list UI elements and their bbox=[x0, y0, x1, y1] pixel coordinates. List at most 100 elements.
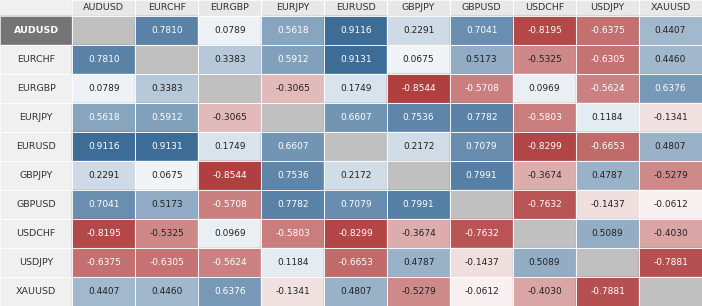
Bar bbox=[450, 103, 513, 132]
Bar bbox=[199, 219, 261, 248]
Text: -0.6375: -0.6375 bbox=[86, 258, 121, 267]
Bar bbox=[639, 45, 702, 74]
Text: 0.7991: 0.7991 bbox=[403, 200, 435, 209]
Text: -0.6375: -0.6375 bbox=[590, 26, 625, 35]
Bar bbox=[324, 190, 388, 219]
Bar bbox=[261, 161, 324, 190]
Bar bbox=[388, 74, 450, 103]
Text: EURCHF: EURCHF bbox=[148, 3, 186, 13]
Bar bbox=[324, 132, 388, 161]
Bar bbox=[199, 16, 261, 45]
Bar bbox=[450, 16, 513, 45]
Bar bbox=[135, 0, 199, 16]
Bar bbox=[513, 103, 576, 132]
Bar bbox=[576, 132, 639, 161]
Bar bbox=[639, 103, 702, 132]
Bar bbox=[513, 16, 576, 45]
Bar bbox=[0, 190, 72, 219]
Bar bbox=[513, 277, 576, 306]
Bar bbox=[324, 277, 388, 306]
Bar bbox=[576, 45, 639, 74]
Bar bbox=[72, 248, 135, 277]
Text: 0.0969: 0.0969 bbox=[214, 229, 246, 238]
Text: -0.5325: -0.5325 bbox=[150, 229, 184, 238]
Bar bbox=[639, 132, 702, 161]
Bar bbox=[135, 219, 199, 248]
Text: 0.4787: 0.4787 bbox=[592, 171, 623, 180]
Bar bbox=[388, 248, 450, 277]
Bar bbox=[261, 248, 324, 277]
Bar bbox=[72, 0, 135, 16]
Text: XAUUSD: XAUUSD bbox=[650, 3, 691, 13]
Bar bbox=[388, 103, 450, 132]
Bar bbox=[324, 248, 388, 277]
Bar bbox=[324, 0, 388, 16]
Text: 0.1184: 0.1184 bbox=[592, 113, 623, 122]
Bar bbox=[261, 219, 324, 248]
Bar bbox=[450, 132, 513, 161]
Bar bbox=[576, 219, 639, 248]
Bar bbox=[324, 16, 388, 45]
Text: -0.1341: -0.1341 bbox=[653, 113, 688, 122]
Text: 0.7536: 0.7536 bbox=[277, 171, 309, 180]
Bar bbox=[388, 132, 450, 161]
Bar bbox=[72, 16, 135, 45]
Bar bbox=[450, 277, 513, 306]
Bar bbox=[576, 190, 639, 219]
Text: 0.1749: 0.1749 bbox=[214, 142, 246, 151]
Bar bbox=[0, 103, 72, 132]
Bar bbox=[261, 277, 324, 306]
Bar bbox=[450, 45, 513, 74]
Text: 0.5173: 0.5173 bbox=[151, 200, 183, 209]
Bar bbox=[0, 45, 72, 74]
Text: -0.5624: -0.5624 bbox=[590, 84, 625, 93]
Text: 0.4807: 0.4807 bbox=[340, 287, 371, 296]
Bar bbox=[135, 45, 199, 74]
Bar bbox=[639, 219, 702, 248]
Text: 0.3383: 0.3383 bbox=[151, 84, 183, 93]
Bar bbox=[450, 132, 513, 161]
Text: 0.1749: 0.1749 bbox=[340, 84, 371, 93]
Text: 0.0675: 0.0675 bbox=[151, 171, 183, 180]
Text: 0.5089: 0.5089 bbox=[529, 258, 560, 267]
Bar bbox=[324, 161, 388, 190]
Text: 0.6607: 0.6607 bbox=[340, 113, 371, 122]
Bar bbox=[576, 74, 639, 103]
Text: 0.4460: 0.4460 bbox=[151, 287, 183, 296]
Text: 0.0969: 0.0969 bbox=[529, 84, 560, 93]
Bar bbox=[135, 74, 199, 103]
Bar bbox=[639, 103, 702, 132]
Bar bbox=[0, 132, 72, 161]
Bar bbox=[199, 16, 261, 45]
Bar bbox=[199, 132, 261, 161]
Bar bbox=[639, 248, 702, 277]
Bar bbox=[0, 132, 72, 161]
Text: 0.2172: 0.2172 bbox=[340, 171, 371, 180]
Bar bbox=[324, 277, 388, 306]
Bar bbox=[513, 248, 576, 277]
Bar bbox=[513, 0, 576, 16]
Bar bbox=[639, 277, 702, 306]
Text: 0.0789: 0.0789 bbox=[88, 84, 120, 93]
Bar bbox=[639, 190, 702, 219]
Bar bbox=[135, 219, 199, 248]
Bar bbox=[513, 132, 576, 161]
Bar bbox=[72, 161, 135, 190]
Bar bbox=[72, 0, 135, 16]
Text: 0.7810: 0.7810 bbox=[151, 26, 183, 35]
Bar bbox=[135, 277, 199, 306]
Bar bbox=[576, 248, 639, 277]
Bar bbox=[0, 74, 72, 103]
Bar bbox=[72, 16, 135, 45]
Text: -0.8544: -0.8544 bbox=[402, 84, 436, 93]
Bar bbox=[576, 103, 639, 132]
Bar bbox=[639, 219, 702, 248]
Text: XAUUSD: XAUUSD bbox=[16, 287, 56, 296]
Bar bbox=[261, 132, 324, 161]
Text: -0.0612: -0.0612 bbox=[464, 287, 499, 296]
Bar bbox=[513, 45, 576, 74]
Bar bbox=[450, 103, 513, 132]
Text: 0.3383: 0.3383 bbox=[214, 55, 246, 64]
Bar bbox=[0, 161, 72, 190]
Text: 0.7991: 0.7991 bbox=[466, 171, 498, 180]
